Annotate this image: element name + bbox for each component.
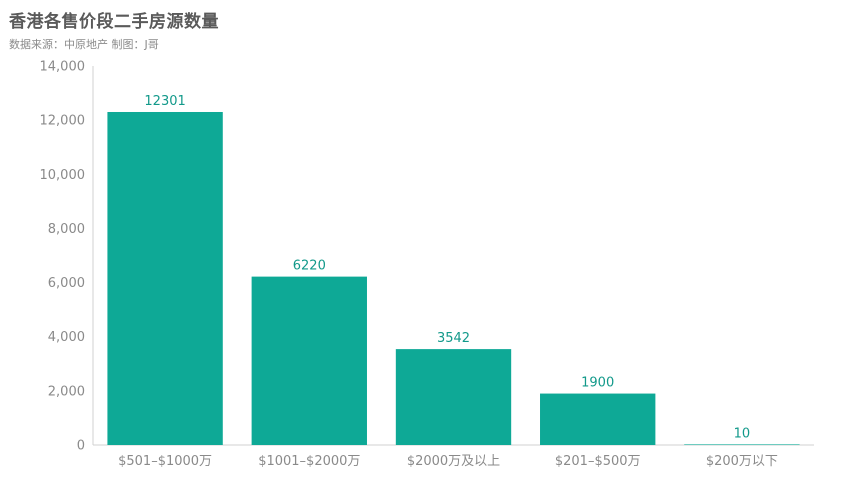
x-tick-label: $1001–$2000万 — [258, 454, 360, 469]
data-labels: 12301 6220 3542 1900 10 — [144, 94, 750, 441]
x-tick-label: $200万以下 — [706, 454, 778, 469]
y-tick-label: 8,000 — [48, 222, 85, 237]
bar-value-label: 6220 — [293, 259, 326, 274]
bar — [107, 111, 223, 445]
x-tick-label: $201–$500万 — [555, 454, 641, 469]
y-tick-label: 12,000 — [40, 114, 86, 129]
y-tick-label: 6,000 — [48, 276, 85, 291]
bar-value-label: 12301 — [144, 94, 185, 109]
y-tick-label: 4,000 — [48, 330, 85, 345]
bar — [395, 349, 512, 445]
bar — [251, 276, 367, 445]
x-tick-label: $501–$1000万 — [118, 454, 212, 469]
bar-value-label: 3542 — [437, 331, 470, 346]
bar — [540, 393, 656, 445]
bar-value-label: 1900 — [581, 376, 614, 391]
y-tick-label: 2,000 — [48, 384, 85, 399]
chart-title: 香港各售价段二手房源数量 — [9, 12, 219, 32]
bar-value-label: 10 — [734, 426, 751, 441]
x-axis-ticks: $501–$1000万 $1001–$2000万 $2000万及以上 $201–$50… — [118, 454, 778, 469]
chart-subtitle: 数据来源：中原地产 制图：J哥 — [9, 38, 159, 51]
bars — [107, 111, 800, 445]
y-tick-label: 0 — [77, 439, 85, 454]
y-tick-label: 14,000 — [40, 60, 86, 75]
bar — [684, 444, 800, 445]
x-tick-label: $2000万及以上 — [407, 454, 500, 469]
y-axis-ticks: 0 2,000 4,000 6,000 8,000 10,000 12,000 14,000 — [40, 60, 86, 454]
y-tick-label: 10,000 — [40, 168, 86, 183]
